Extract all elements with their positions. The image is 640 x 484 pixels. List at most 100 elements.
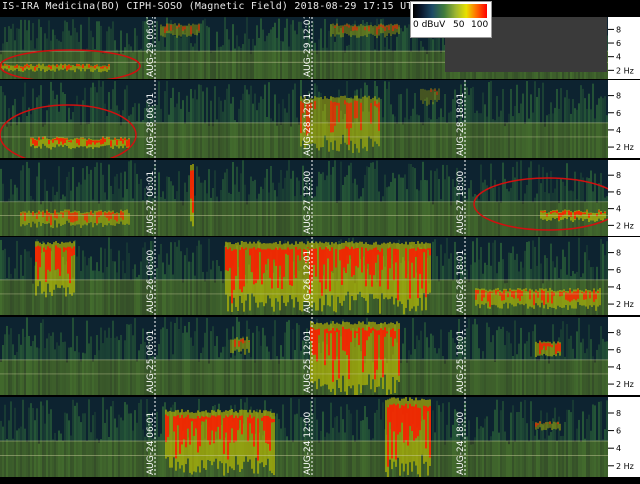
signal-mark — [358, 26, 360, 38]
signal-peak — [66, 65, 68, 71]
noise-streak — [130, 413, 132, 477]
noise-streak — [80, 184, 82, 236]
signal-peak — [394, 25, 396, 29]
noise-streak — [276, 125, 278, 158]
noise-streak — [460, 256, 462, 315]
signal-mark — [273, 242, 275, 312]
noise-streak — [120, 279, 122, 315]
noise-streak — [214, 86, 216, 158]
noise-streak — [404, 327, 406, 395]
signal-mark — [312, 98, 314, 144]
signal-mark — [340, 25, 342, 38]
noise-streak — [302, 28, 304, 79]
noise-streak — [312, 413, 314, 477]
signal-peak — [64, 138, 66, 144]
noise-streak — [306, 32, 308, 79]
noise-streak — [448, 112, 450, 158]
signal-mark — [237, 242, 239, 311]
signal-mark — [427, 243, 429, 294]
signal-peak — [76, 138, 78, 144]
signal-mark — [366, 97, 368, 152]
noise-streak — [482, 182, 484, 236]
noise-streak — [354, 178, 356, 236]
signal-mark — [394, 324, 396, 393]
noise-streak — [146, 101, 148, 158]
signal-peak — [401, 405, 403, 423]
noise-streak — [20, 254, 22, 315]
signal-mark — [160, 24, 162, 36]
signal-mark — [80, 137, 82, 147]
signal-peak — [237, 417, 239, 431]
signal-peak — [364, 26, 366, 31]
noise-streak — [280, 345, 282, 395]
signal-mark — [543, 341, 545, 354]
noise-streak — [276, 37, 278, 79]
signal-mark — [112, 210, 114, 226]
noise-streak — [188, 111, 190, 158]
noise-streak — [222, 111, 224, 158]
noise-streak — [538, 237, 540, 315]
signal-peak — [535, 290, 537, 293]
noise-streak — [358, 121, 360, 158]
signal-peak — [315, 248, 317, 277]
noise-streak — [120, 417, 122, 477]
noise-streak — [180, 251, 182, 315]
signal-peak — [96, 140, 98, 143]
time-label: AUG-26 06:00 — [146, 249, 156, 313]
noise-streak — [206, 271, 208, 315]
signal-mark — [545, 422, 547, 431]
signal-peak — [537, 423, 539, 426]
signal-peak — [307, 247, 309, 249]
signal-peak — [92, 66, 94, 68]
noise-streak — [164, 46, 166, 79]
noise-streak — [562, 122, 564, 158]
signal-peak — [343, 248, 345, 268]
signal-mark — [50, 139, 52, 150]
noise-streak — [134, 410, 136, 477]
signal-mark — [363, 243, 365, 299]
signal-peak — [164, 27, 166, 33]
noise-streak — [600, 96, 602, 158]
signal-mark — [340, 324, 342, 393]
noise-streak — [520, 401, 522, 477]
noise-streak — [422, 358, 424, 395]
noise-streak — [38, 162, 40, 236]
signal-mark — [389, 241, 391, 299]
signal-peak — [583, 292, 585, 300]
noise-streak — [98, 271, 100, 315]
signal-peak — [229, 415, 231, 443]
noise-streak — [382, 196, 384, 236]
noise-streak — [446, 424, 448, 477]
signal-peak — [183, 418, 185, 440]
noise-streak — [152, 105, 154, 158]
signal-peak — [227, 249, 229, 271]
signal-mark — [259, 242, 261, 303]
noise-streak — [284, 427, 286, 477]
noise-streak — [550, 343, 552, 395]
signal-peak — [313, 248, 315, 265]
signal-peak — [78, 64, 80, 67]
noise-streak — [68, 420, 70, 477]
signal-peak — [43, 247, 45, 252]
noise-streak — [158, 344, 160, 395]
signal-peak — [42, 137, 44, 139]
signal-peak — [411, 248, 413, 263]
noise-streak — [430, 279, 432, 315]
signal-peak — [271, 418, 273, 423]
noise-streak — [582, 88, 584, 158]
noise-streak — [476, 417, 478, 477]
signal-mark — [523, 288, 525, 306]
noise-streak — [528, 332, 530, 395]
noise-streak — [16, 125, 18, 158]
noise-streak — [532, 112, 534, 158]
signal-peak — [82, 64, 84, 69]
noise-streak — [426, 97, 428, 158]
noise-streak — [250, 357, 252, 395]
signal-peak — [365, 248, 367, 287]
noise-streak — [42, 201, 44, 236]
noise-streak — [290, 397, 292, 477]
signal-peak — [39, 246, 41, 268]
noise-streak — [212, 260, 214, 315]
signal-mark — [176, 25, 178, 38]
noise-streak — [234, 48, 236, 79]
